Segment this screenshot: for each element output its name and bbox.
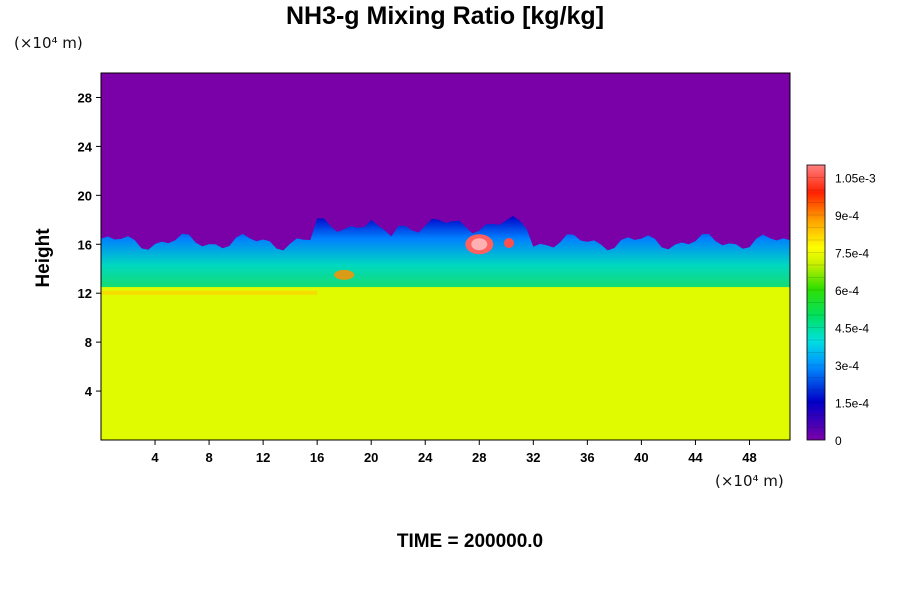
y-axis-unit: (×10⁴ m) bbox=[14, 34, 83, 52]
y-tick-label: 4 bbox=[85, 384, 93, 399]
field-lower bbox=[101, 287, 790, 440]
colorbar-label: 0 bbox=[835, 434, 842, 448]
x-tick-label: 44 bbox=[688, 450, 703, 465]
x-axis: 4 8 12 16 20 24 28 32 36 40 44 48 bbox=[151, 440, 757, 465]
colorbar-label: 9e-4 bbox=[835, 209, 859, 223]
y-tick-label: 28 bbox=[78, 90, 92, 105]
colorbar-label: 3e-4 bbox=[835, 359, 859, 373]
x-tick-label: 32 bbox=[526, 450, 540, 465]
x-tick-label: 24 bbox=[418, 450, 433, 465]
colorbar-label: 7.5e-4 bbox=[835, 247, 869, 261]
y-tick-label: 20 bbox=[78, 188, 92, 203]
colorbar-label: 4.5e-4 bbox=[835, 322, 869, 336]
heatmap-field bbox=[101, 73, 790, 440]
colorbar: 0 1.5e-4 3e-4 4.5e-4 6e-4 7.5e-4 9e-4 1.05e-3 bbox=[806, 164, 876, 448]
chart-title: NH3-g Mixing Ratio [kg/kg] bbox=[285, 2, 605, 30]
y-tick-label: 8 bbox=[85, 335, 92, 350]
colorbar-label: 6e-4 bbox=[835, 284, 859, 298]
y-axis: 4 8 12 16 20 24 28 bbox=[78, 90, 101, 399]
field-peak-small bbox=[503, 238, 514, 249]
x-tick-label: 4 bbox=[151, 450, 159, 465]
field-spot bbox=[334, 269, 355, 280]
x-tick-label: 48 bbox=[742, 450, 756, 465]
colorbar-label: 1.5e-4 bbox=[835, 397, 869, 411]
field-streak bbox=[101, 290, 318, 295]
x-axis-unit: (×10⁴ m) bbox=[715, 472, 784, 490]
field-peak-core bbox=[471, 238, 488, 251]
x-tick-label: 16 bbox=[310, 450, 324, 465]
y-tick-label: 16 bbox=[78, 237, 92, 252]
x-tick-label: 36 bbox=[580, 450, 594, 465]
colorbar-label: 1.05e-3 bbox=[835, 172, 876, 186]
x-tick-label: 12 bbox=[256, 450, 270, 465]
y-tick-label: 12 bbox=[78, 286, 92, 301]
x-tick-label: 20 bbox=[364, 450, 378, 465]
y-tick-label: 24 bbox=[78, 139, 93, 154]
x-tick-label: 40 bbox=[634, 450, 648, 465]
time-label: TIME = 200000.0 bbox=[396, 531, 544, 552]
x-tick-label: 28 bbox=[472, 450, 486, 465]
plot-frame bbox=[100, 72, 791, 441]
x-tick-label: 8 bbox=[205, 450, 212, 465]
